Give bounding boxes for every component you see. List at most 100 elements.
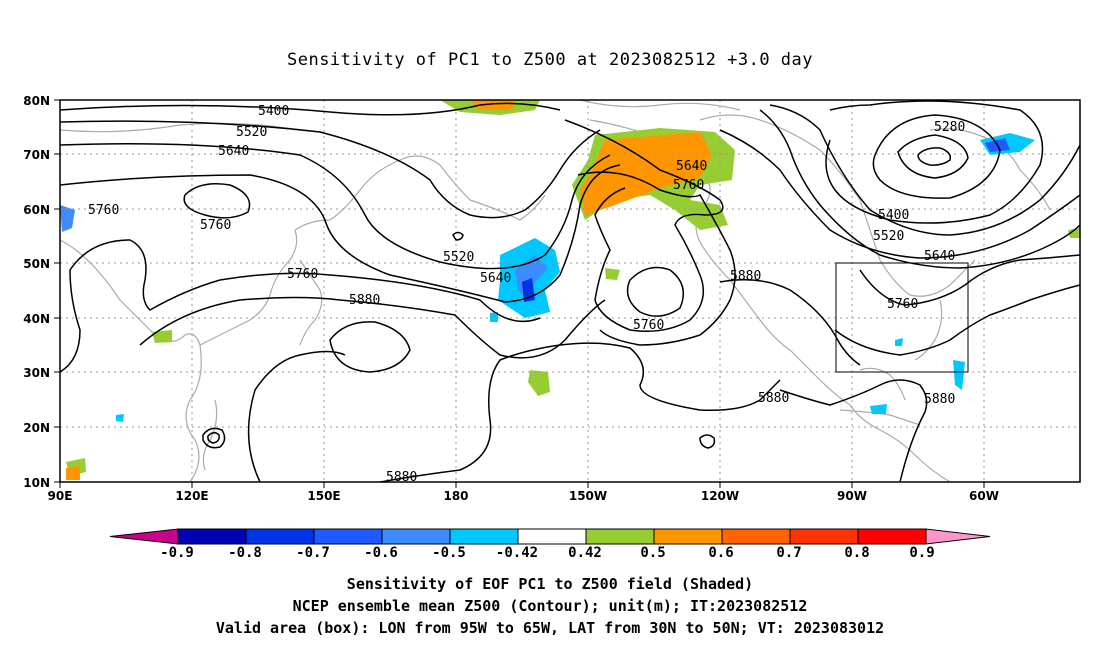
contour-5880-ring-small (202, 427, 226, 449)
shade-patch-green-small2 (605, 268, 620, 280)
contour-5520-north (59, 120, 601, 219)
contour-label: 5760 (200, 218, 231, 233)
lon-tick-label: 90W (837, 489, 867, 503)
lon-tick-labels: 90E 120E 150E 180 150W 120W 90W 60W (48, 489, 999, 503)
lat-lon-grid (60, 100, 1080, 482)
caption-block: Sensitivity of EOF PC1 to Z500 field (Sh… (0, 573, 1100, 639)
colorbar-label: -0.6 (364, 545, 398, 561)
colorbar-segment (381, 528, 451, 545)
lat-tick-label: 70N (23, 148, 50, 162)
caption-line-shading: Sensitivity of EOF PC1 to Z500 field (Sh… (346, 575, 754, 593)
lat-tick-labels: 80N 70N 60N 50N 40N 30N 20N 10N (23, 94, 50, 490)
contour-label: 5760 (887, 297, 918, 312)
colorbar-label: 0.42 (568, 545, 602, 561)
colorbar-segment (245, 528, 315, 545)
lon-tick-label: 150E (307, 489, 340, 503)
lat-tick-label: 30N (23, 366, 50, 380)
lon-tick-label: 150W (569, 489, 607, 503)
colorbar-segment (517, 528, 587, 545)
contour-5640-east (769, 104, 1081, 236)
contour-label: 5520 (443, 250, 474, 265)
lon-tick-label: 180 (443, 489, 468, 503)
contour-label: 5400 (878, 208, 909, 223)
contour-5760-east (719, 129, 1081, 259)
shade-patch-orange-north (470, 100, 515, 110)
sensitivity-shading (60, 100, 1080, 480)
contour-label: 5520 (236, 125, 267, 140)
contour-label: 5640 (676, 159, 707, 174)
lat-tick-label: 40N (23, 312, 50, 326)
shade-patch-green-hawaii (528, 370, 550, 396)
contour-label: 5760 (673, 178, 704, 193)
colorbar-label: -0.9 (160, 545, 194, 561)
contour-5760-ring-west (183, 183, 251, 219)
shade-patch-blue-atl (953, 360, 965, 390)
contour-label: 5520 (873, 229, 904, 244)
lat-tick-label: 10N (23, 476, 50, 490)
contour-5880-ring (329, 321, 411, 373)
contour-5880-ring-small-inner (207, 432, 220, 444)
colorbar-label: 0.5 (640, 545, 665, 561)
colorbar-label: -0.42 (496, 545, 538, 561)
colorbar-segment (653, 528, 723, 545)
contour-5520-pacific-ring (452, 231, 464, 241)
contour-label: 5880 (924, 392, 955, 407)
contour-5640-pacific (564, 119, 724, 332)
caption-line-valid-area: Valid area (box): LON from 95W to 65W, L… (215, 619, 885, 637)
shade-patch-blue-small1 (116, 414, 124, 422)
lat-tick-label: 50N (23, 257, 50, 271)
valid-area-box (835, 262, 969, 373)
contour-5880-east (719, 279, 861, 366)
contour-5880-ring-tiny (699, 434, 716, 449)
colorbar (109, 528, 991, 545)
lat-tick-label: 20N (23, 421, 50, 435)
lat-tick-label: 80N (23, 94, 50, 108)
colorbar-labels: -0.9 -0.8 -0.7 -0.6 -0.5 -0.42 0.42 0.5 … (160, 545, 935, 561)
chart-title: Sensitivity of PC1 to Z500 at 2023082512… (286, 50, 813, 70)
shade-patch-blue-gulf (870, 404, 887, 414)
coastlines (59, 99, 1051, 483)
contour-label: 5280 (934, 120, 965, 135)
contour-label: 5640 (480, 271, 511, 286)
contour-label: 5760 (88, 203, 119, 218)
lon-tick-label: 90E (48, 489, 73, 503)
lat-tick-label: 60N (23, 203, 50, 217)
colorbar-end-right (925, 528, 991, 545)
colorbar-label: -0.8 (228, 545, 262, 561)
contour-5880-us (834, 284, 1081, 356)
contour-5880-pacific-south (247, 350, 346, 483)
colorbar-label: 0.8 (844, 545, 869, 561)
contour-5760-pacific (577, 171, 736, 346)
contour-5880-ridge (139, 296, 606, 359)
contour-5520-east (825, 100, 1044, 224)
contour-label: 5880 (730, 269, 761, 284)
colorbar-label: -0.7 (296, 545, 330, 561)
contour-5760-ring-pacific (626, 266, 685, 317)
contour-label: 5760 (287, 267, 318, 282)
contour-5400-north (59, 102, 561, 116)
contour-5280-ring (897, 134, 969, 179)
contour-labels: 5400 5520 5640 5760 5760 5760 5880 5520 … (88, 104, 965, 485)
contour-label: 5400 (258, 104, 289, 119)
contour-5760-west (59, 164, 621, 303)
contour-5760-low (59, 239, 541, 373)
contour-5400-ring (872, 114, 1001, 199)
colorbar-label: 0.6 (708, 545, 733, 561)
shade-patch-blue-small2 (490, 312, 498, 322)
colorbar-segment (449, 528, 519, 545)
colorbar-segment (857, 528, 927, 545)
contour-5880-atlantic (759, 109, 1081, 269)
map-frame (59, 99, 1081, 483)
axis-ticks (54, 99, 985, 488)
contour-5640-north (59, 143, 611, 270)
colorbar-end-left (109, 528, 179, 545)
contour-5880-subtropic (379, 342, 781, 483)
contour-5760-us (859, 254, 1081, 306)
lon-tick-label: 60W (969, 489, 999, 503)
colorbar-segment (313, 528, 383, 545)
colorbar-label: -0.5 (432, 545, 466, 561)
colorbar-segment (585, 528, 655, 545)
colorbar-label: 0.7 (776, 545, 801, 561)
colorbar-label: 0.9 (909, 545, 934, 561)
